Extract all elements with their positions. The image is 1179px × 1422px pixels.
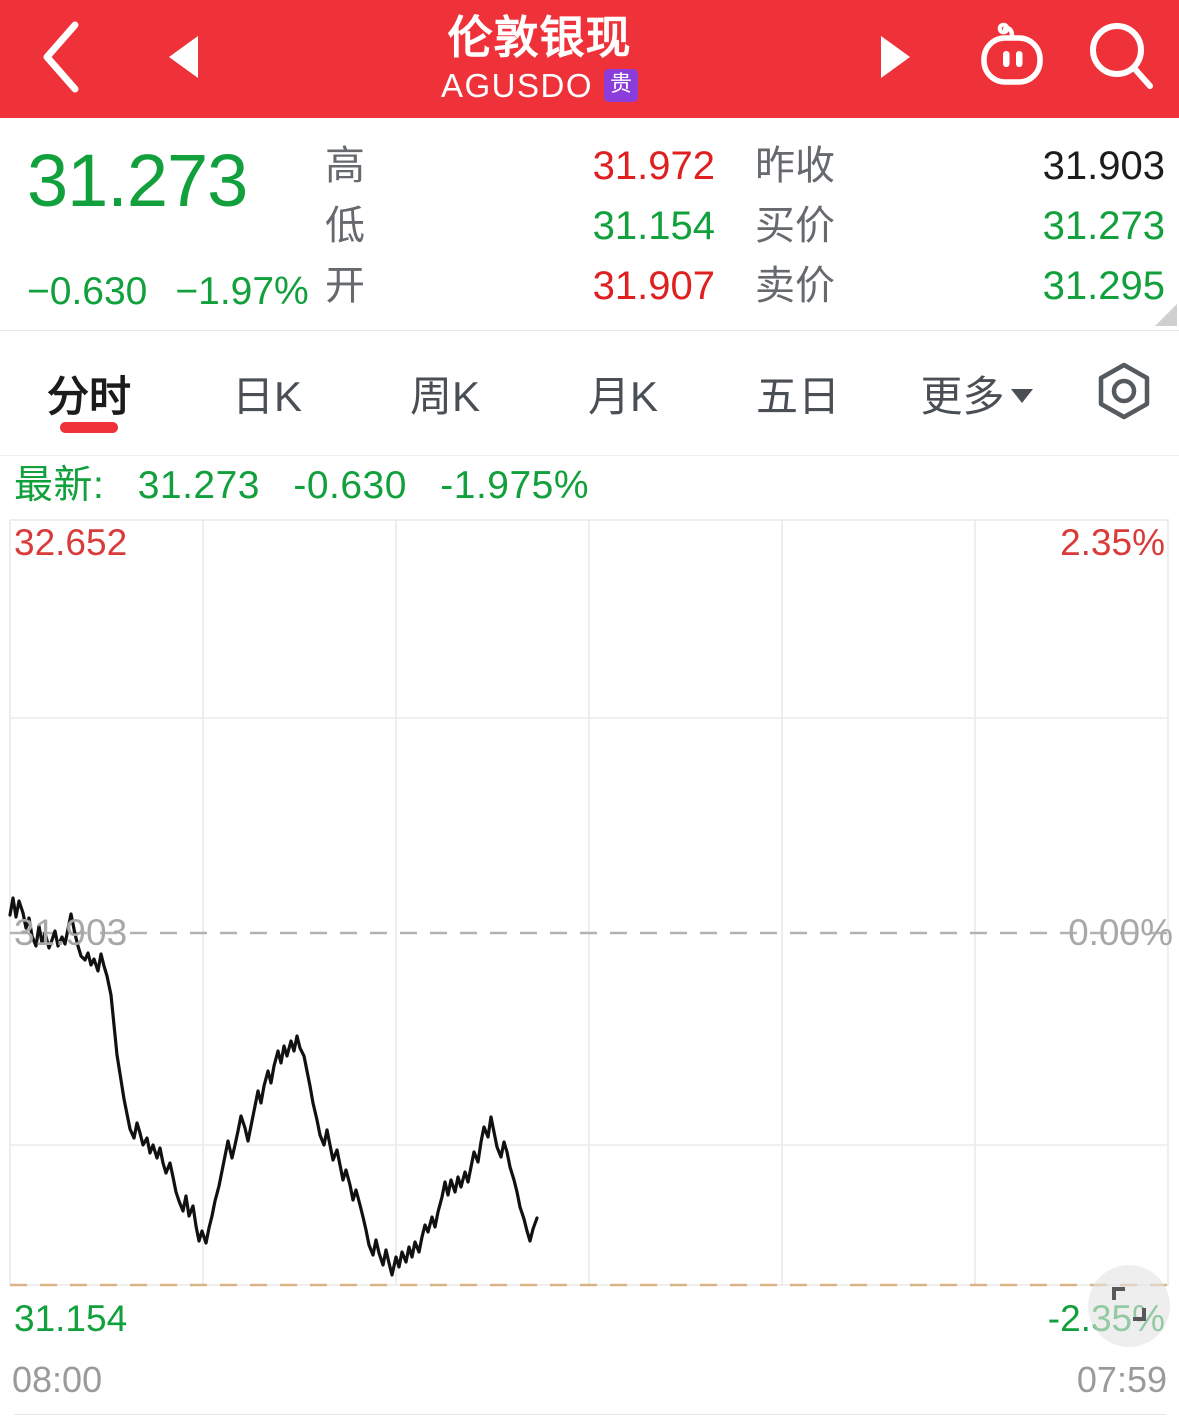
chart-low-price-label: 31.154 (14, 1298, 128, 1339)
tab-five-day-label: 五日 (755, 372, 840, 420)
value-bid: 31.273 (1042, 204, 1165, 248)
tab-week-k-label: 周K (409, 372, 480, 420)
time-axis: 08:00 07:59 (0, 1357, 1179, 1415)
bottom-divider (14, 1414, 1166, 1415)
tab-more[interactable]: 更多 (884, 331, 1069, 455)
change-percent: −1.97% (175, 270, 309, 313)
label-high: 高 (325, 144, 365, 188)
latest-change: -0.630 (293, 464, 407, 507)
search-button[interactable] (1064, 0, 1179, 118)
active-tab-indicator (60, 422, 118, 433)
time-start-label: 08:00 (12, 1359, 103, 1400)
chart-high-price-label: 32.652 (14, 522, 128, 563)
chart-period-tabbar: 分时 日K 周K 月K 五日 更多 (0, 331, 1179, 456)
tab-five-day[interactable]: 五日 (712, 331, 884, 455)
chart-canvas (8, 519, 1169, 1287)
chevron-down-icon (1010, 389, 1033, 403)
quote-panel[interactable]: 31.273 −0.630 −1.97% 高 低 开 31.972 31.154… (0, 118, 1179, 331)
value-low: 31.154 (592, 204, 715, 248)
label-ask: 卖价 (755, 264, 835, 308)
latest-prefix: 最新: (14, 464, 105, 507)
time-end-label: 07:59 (1076, 1359, 1167, 1400)
label-prev-close: 昨收 (755, 144, 835, 188)
latest-quote-line: 最新: 31.273 -0.630 -1.975% (14, 464, 589, 508)
price-line (8, 896, 539, 1277)
ai-assistant-button[interactable] (959, 0, 1064, 118)
category-badge: 贵 (604, 69, 639, 102)
horizontal-gridlines (10, 717, 1169, 1146)
value-high: 31.972 (592, 144, 715, 188)
chart-settings-button[interactable] (1069, 331, 1179, 455)
tab-day-k-label: 日K (231, 372, 302, 420)
vertical-gridlines (9, 520, 1169, 1285)
value-prev-close: 31.903 (1042, 144, 1165, 188)
triangle-right-icon (873, 32, 915, 87)
symbol-title-block: 伦敦银现 AGUSDO 贵 (250, 10, 829, 107)
tab-month-k-label: 月K (587, 372, 658, 420)
tab-week-k[interactable]: 周K (356, 331, 534, 455)
chart-prev-close-label: 31.903 (14, 912, 128, 953)
tab-fenshi-label: 分时 (46, 372, 131, 420)
tab-day-k[interactable]: 日K (178, 331, 356, 455)
page-title: 伦敦银现 (447, 10, 632, 64)
chart-high-pct-label: 2.35% (1060, 522, 1165, 563)
robot-assistant-icon (972, 17, 1052, 102)
tab-fenshi[interactable]: 分时 (0, 331, 178, 455)
value-open: 31.907 (592, 264, 715, 308)
search-icon (1082, 17, 1162, 102)
hexagon-target-icon (1093, 360, 1155, 427)
label-bid: 买价 (755, 204, 835, 248)
back-button[interactable] (0, 0, 120, 118)
chevron-left-icon (37, 19, 83, 100)
symbol-row: AGUSDO 贵 (440, 66, 639, 105)
latest-change-pct: -1.975% (440, 464, 590, 507)
previous-symbol-button[interactable] (120, 0, 250, 118)
triangle-left-icon (164, 32, 206, 87)
app-header: 伦敦银现 AGUSDO 贵 (0, 0, 1179, 118)
expand-corner-icon[interactable] (1155, 304, 1177, 326)
change-row: −0.630 −1.97% (27, 270, 309, 314)
last-price: 31.273 (27, 139, 248, 222)
chart-zero-pct-label: 0.00% (1068, 912, 1173, 953)
fullscreen-button[interactable] (1088, 1265, 1170, 1347)
label-open: 开 (325, 264, 365, 308)
fullscreen-expand-icon (1106, 1281, 1152, 1332)
symbol-code: AGUSDO (440, 66, 593, 104)
tab-month-k[interactable]: 月K (534, 331, 712, 455)
tab-more-label: 更多 (920, 372, 1005, 420)
latest-price: 31.273 (137, 464, 260, 507)
value-ask: 31.295 (1042, 264, 1165, 308)
intraday-chart[interactable]: 32.652 2.35% 31.903 0.00% 31.154 -2.35% (0, 519, 1179, 1355)
next-symbol-button[interactable] (829, 0, 959, 118)
label-low: 低 (325, 204, 365, 248)
change-value: −0.630 (27, 270, 148, 313)
